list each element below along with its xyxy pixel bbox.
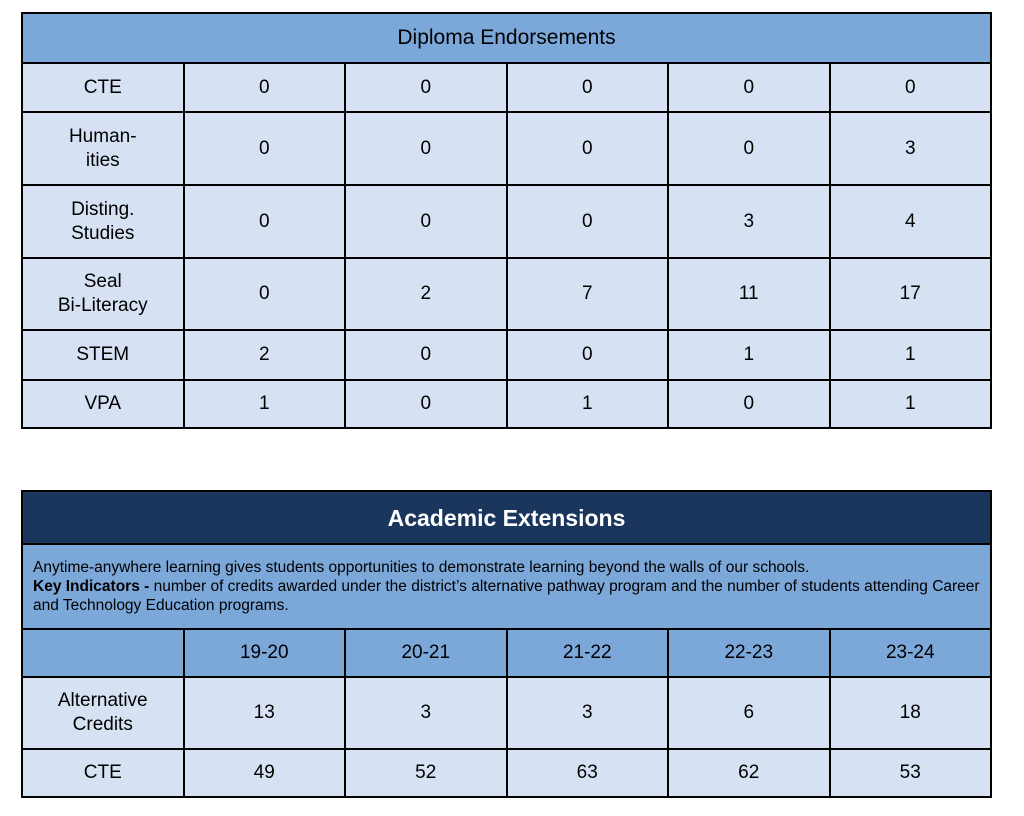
value-cell: 1 [182,379,346,429]
value-cell: 3 [344,676,508,750]
table-row: VPA 1 0 1 0 1 [21,379,992,429]
column-header: 19-20 [182,628,346,678]
value-cell: 11 [667,257,831,331]
table-row: Alternative Credits 13 3 3 6 18 [21,676,992,750]
row-label: Alternative Credits [21,676,185,750]
table-row: CTE 49 52 63 62 53 [21,748,992,798]
row-label: STEM [21,329,185,381]
column-header: 22-23 [667,628,831,678]
table-row: Disting. Studies 0 0 0 3 4 [21,184,992,259]
value-cell: 0 [182,62,346,113]
empty-header-cell [21,628,185,678]
value-cell: 0 [505,111,669,186]
table-row: Seal Bi-Literacy 0 2 7 11 17 [21,257,992,331]
row-label: CTE [21,748,185,798]
value-cell: 0 [505,62,669,113]
column-header: 21-22 [505,628,669,678]
value-cell: 6 [667,676,831,750]
table-row: STEM 2 0 0 1 1 [21,329,992,381]
value-cell: 4 [828,184,992,259]
key-indicators-label: Key Indicators - [33,578,150,595]
table-title: Diploma Endorsements [21,12,992,64]
value-cell: 0 [828,62,992,113]
value-cell: 2 [182,329,346,381]
value-cell: 0 [505,184,669,259]
row-label: VPA [21,379,185,429]
column-header: 23-24 [828,628,992,678]
value-cell: 52 [344,748,508,798]
value-cell: 0 [344,329,508,381]
value-cell: 0 [182,257,346,331]
value-cell: 1 [828,379,992,429]
column-header: 20-21 [344,628,508,678]
diploma-endorsements-table: Diploma Endorsements CTE 0 0 0 0 0 Human- itie… [21,12,992,429]
value-cell: 0 [182,111,346,186]
row-label: CTE [21,62,185,113]
value-cell: 0 [344,111,508,186]
academic-extensions-table: Academic Extensions Anytime-anywhere lea… [21,490,992,798]
value-cell: 1 [667,329,831,381]
value-cell: 63 [505,748,669,798]
value-cell: 0 [667,379,831,429]
value-cell: 0 [505,329,669,381]
value-cell: 3 [505,676,669,750]
value-cell: 62 [667,748,831,798]
value-cell: 0 [667,62,831,113]
value-cell: 1 [828,329,992,381]
value-cell: 13 [182,676,346,750]
row-label: Disting. Studies [21,184,185,259]
value-cell: 0 [182,184,346,259]
value-cell: 0 [344,62,508,113]
value-cell: 0 [667,111,831,186]
row-label: Seal Bi-Literacy [21,257,185,331]
row-label: Human- ities [21,111,185,186]
value-cell: 0 [344,184,508,259]
value-cell: 17 [828,257,992,331]
table-row: Human- ities 0 0 0 0 3 [21,111,992,186]
value-cell: 3 [828,111,992,186]
table-row: CTE 0 0 0 0 0 [21,62,992,113]
description-text: Anytime-anywhere learning gives students… [33,559,810,576]
value-cell: 1 [505,379,669,429]
table-title: Academic Extensions [21,490,992,545]
value-cell: 49 [182,748,346,798]
value-cell: 7 [505,257,669,331]
table-description: Anytime-anywhere learning gives students… [21,543,992,630]
value-cell: 53 [828,748,992,798]
value-cell: 0 [344,379,508,429]
key-indicators-text: number of credits awarded under the dist… [33,578,980,614]
value-cell: 18 [828,676,992,750]
value-cell: 2 [344,257,508,331]
value-cell: 3 [667,184,831,259]
